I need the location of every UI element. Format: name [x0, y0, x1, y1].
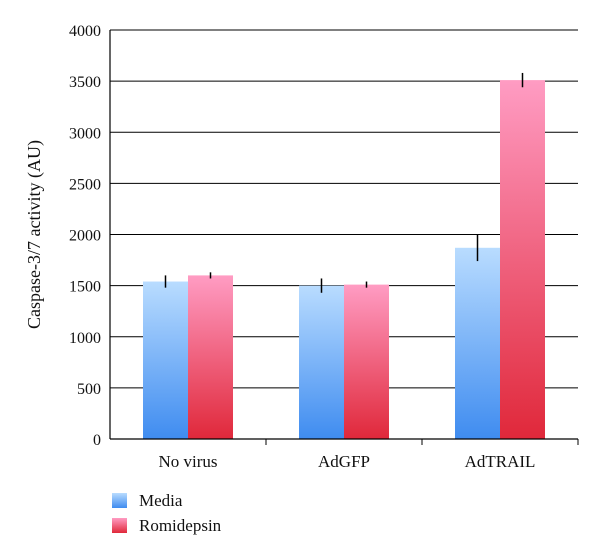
- legend-item-romidepsin: Romidepsin: [112, 513, 221, 538]
- y-tick-label: 2000: [69, 228, 101, 245]
- y-tick-label: 1000: [69, 330, 101, 347]
- category-label: AdTRAIL: [465, 452, 536, 471]
- legend: Media Romidepsin: [112, 488, 221, 538]
- y-tick-label: 500: [77, 381, 101, 398]
- y-tick-label: 0: [93, 432, 101, 449]
- category-label: AdGFP: [318, 452, 370, 471]
- bar-romidepsin: [500, 80, 545, 439]
- legend-label-media: Media: [139, 490, 183, 510]
- bar-media: [299, 285, 344, 439]
- error-bars: [164, 72, 524, 293]
- y-axis-title: Caspase-3/7 activity (AU): [24, 140, 45, 329]
- category-labels: No virus AdGFP AdTRAIL: [158, 439, 579, 471]
- caspase-bar-chart: 0 500 1000 1500 2000 2500 3000 3500 4000 No viru…: [24, 23, 579, 471]
- category-label: No virus: [158, 452, 217, 471]
- legend-swatch-romidepsin: [112, 518, 127, 533]
- legend-item-media: Media: [112, 488, 221, 513]
- y-tick-label: 2500: [69, 176, 101, 193]
- bar-media: [143, 281, 188, 439]
- bar-romidepsin: [344, 284, 389, 439]
- y-tick-label: 3000: [69, 125, 101, 142]
- bar-media: [455, 247, 500, 439]
- legend-label-romidepsin: Romidepsin: [139, 515, 222, 535]
- bars: [143, 80, 545, 439]
- y-tick-label: 1500: [69, 279, 101, 296]
- y-tick-labels: 0 500 1000 1500 2000 2500 3000 3500 4000: [69, 23, 101, 449]
- y-tick-label: 4000: [69, 23, 101, 40]
- y-tick-label: 3500: [69, 74, 101, 91]
- bar-romidepsin: [188, 275, 233, 439]
- legend-swatch-media: [112, 493, 127, 508]
